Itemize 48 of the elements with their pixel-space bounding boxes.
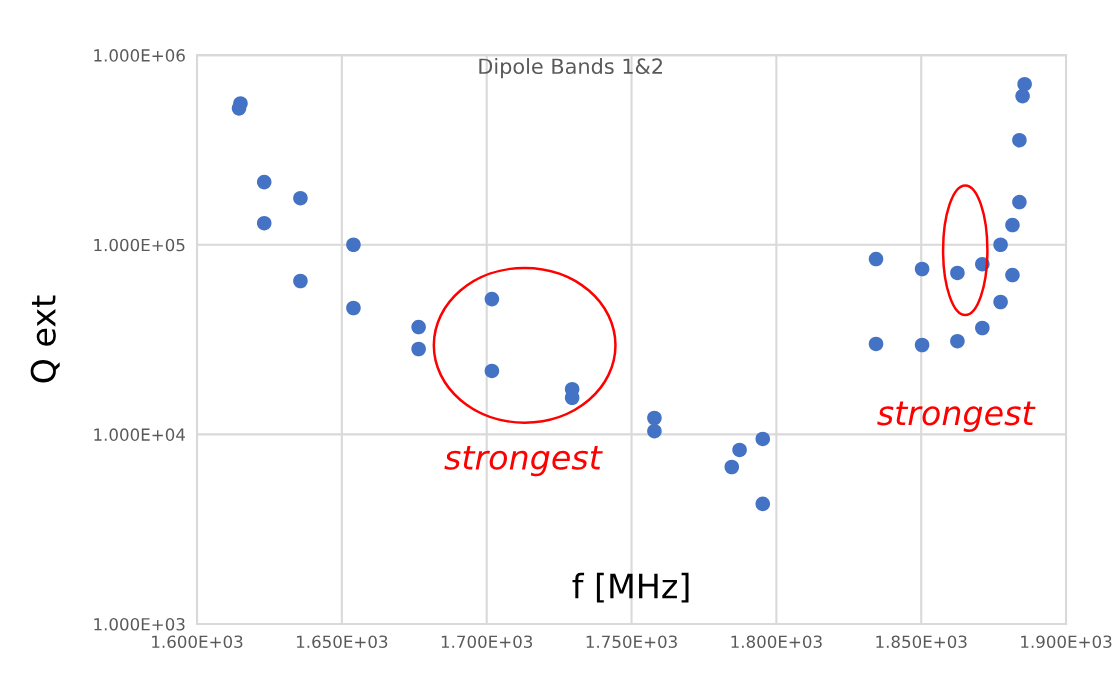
point [346, 300, 361, 316]
x-tick-label: 1.650E+03 [296, 635, 388, 649]
point [411, 341, 426, 357]
point [755, 496, 771, 512]
point [724, 459, 740, 475]
point [732, 442, 747, 458]
x-tick-label: 1.750E+03 [586, 635, 677, 649]
point [1017, 76, 1032, 92]
point [950, 333, 965, 349]
point [411, 319, 426, 335]
point [993, 237, 1008, 253]
point [231, 101, 247, 116]
y-axis-title: Q ext [30, 295, 60, 383]
y-tick-label: 1.000E+05 [94, 238, 185, 252]
point [484, 291, 500, 307]
annotation: strongest [444, 445, 603, 477]
point [914, 337, 930, 353]
x-tick-label: 1.800E+03 [731, 635, 822, 649]
point [1012, 194, 1027, 210]
point [868, 336, 884, 352]
annotation: strongest [877, 401, 1036, 432]
chart-title: Dipole Bands 1&2 [479, 57, 662, 79]
point [993, 294, 1008, 310]
point [293, 273, 308, 289]
x-tick-label: 1.600E+03 [152, 635, 243, 649]
point [868, 251, 884, 267]
y-tick-label: 1.000E+06 [94, 49, 185, 62]
point [755, 431, 771, 447]
point [950, 265, 965, 281]
x-axis-title: f [MHz] [572, 572, 689, 603]
point [1012, 132, 1027, 148]
point [256, 215, 272, 231]
point [256, 174, 272, 190]
x-tick-label: 1.900E+03 [1021, 635, 1112, 649]
x-tick-label: 1.700E+03 [441, 635, 533, 649]
point [1015, 88, 1030, 104]
point [346, 237, 361, 253]
point [1005, 217, 1020, 233]
point [647, 410, 662, 426]
point [647, 423, 662, 439]
point [914, 261, 930, 277]
point [293, 190, 308, 206]
x-tick-label: 1.850E+03 [876, 635, 967, 649]
point [1005, 267, 1020, 283]
point [975, 320, 990, 336]
point [484, 363, 500, 379]
y-tick-label: 1.000E+04 [94, 428, 185, 441]
y-tick-label: 1.000E+03 [94, 617, 185, 631]
